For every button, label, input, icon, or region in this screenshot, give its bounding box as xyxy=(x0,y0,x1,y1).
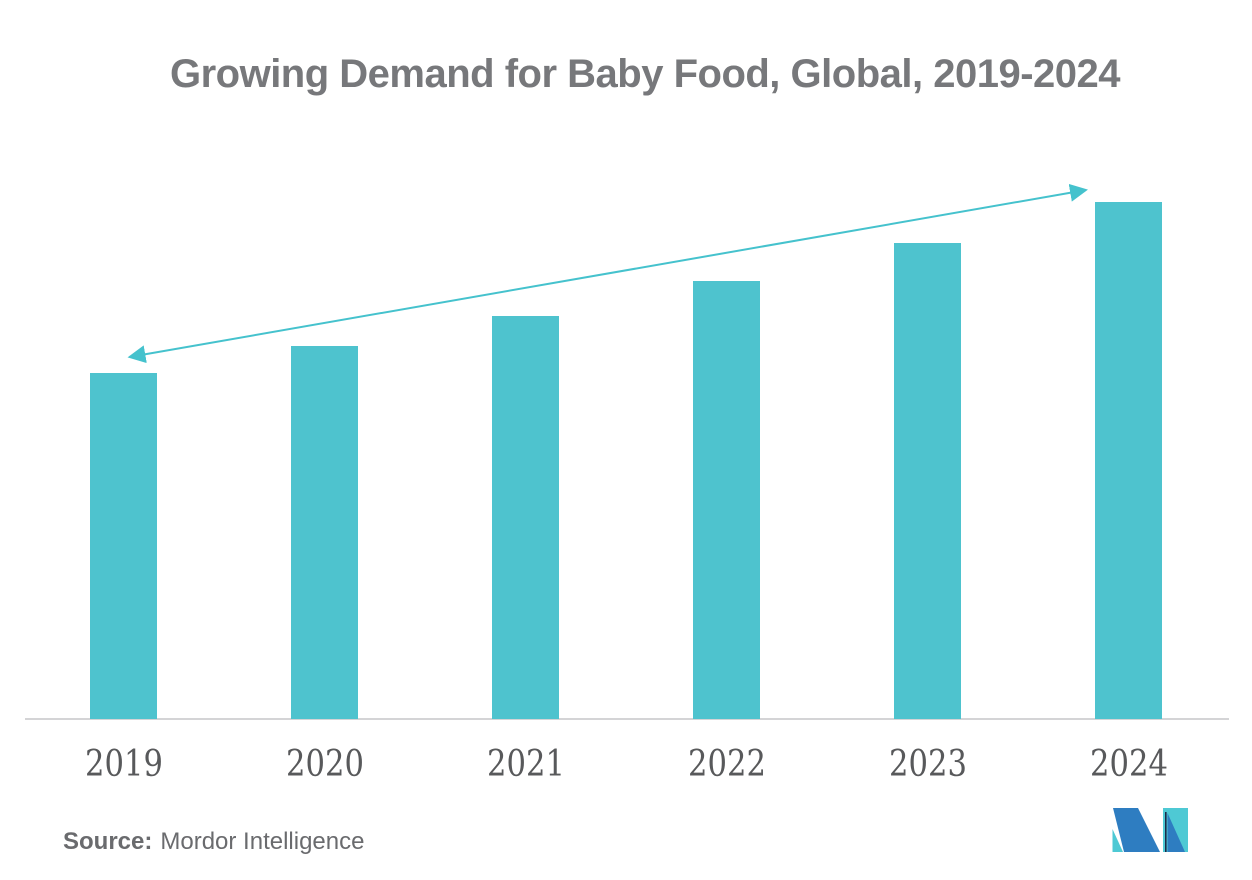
source-note: Source: Mordor Intelligence xyxy=(63,828,364,856)
x-tick-label-2019: 2019 xyxy=(84,744,163,785)
x-axis-line xyxy=(25,718,1229,720)
bar-2019 xyxy=(90,373,157,719)
x-tick-label-2022: 2022 xyxy=(687,744,766,785)
source-label: Source: xyxy=(63,828,153,855)
bar-2021 xyxy=(492,316,559,719)
x-tick-label-2023: 2023 xyxy=(888,744,967,785)
bar-2020 xyxy=(291,346,358,719)
x-tick-label-2021: 2021 xyxy=(486,744,565,785)
x-tick-label-2020: 2020 xyxy=(285,744,364,785)
bar-2022 xyxy=(693,281,760,719)
bar-2023 xyxy=(894,243,961,719)
x-tick-label-2024: 2024 xyxy=(1089,744,1168,785)
chart-title: Growing Demand for Baby Food, Global, 20… xyxy=(169,52,1121,96)
mordor-intelligence-logo xyxy=(1112,808,1188,852)
bar-2024 xyxy=(1095,202,1162,719)
source-text: Mordor Intelligence xyxy=(160,828,365,855)
